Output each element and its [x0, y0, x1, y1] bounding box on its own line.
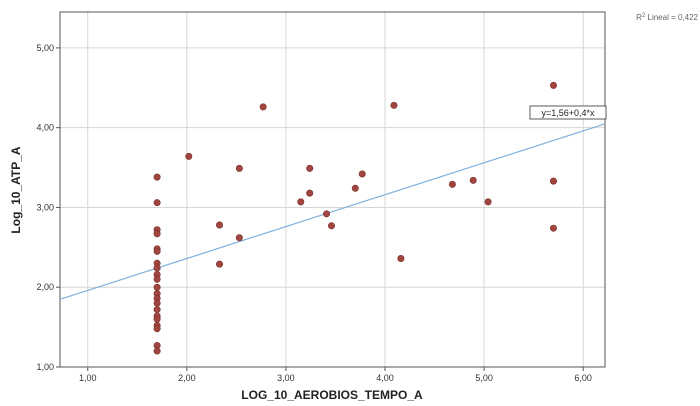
data-point — [306, 164, 314, 172]
data-point — [549, 177, 557, 185]
data-point — [153, 230, 161, 238]
data-point — [153, 275, 161, 283]
y-tick-label: 1,00 — [36, 362, 54, 372]
data-point — [153, 306, 161, 314]
data-point — [153, 199, 161, 207]
x-tick-label: 3,00 — [277, 373, 295, 383]
data-point — [297, 198, 305, 206]
x-axis-ticks: 1,00 2,00 3,00 4,00 5,00 6,00 — [79, 367, 592, 383]
data-point — [448, 180, 456, 188]
x-tick-label: 1,00 — [79, 373, 97, 383]
data-point — [153, 283, 161, 291]
y-axis-ticks: 1,00 2,00 3,00 4,00 5,00 — [36, 43, 60, 372]
data-point — [469, 176, 477, 184]
data-point — [153, 347, 161, 355]
data-point — [153, 173, 161, 181]
data-point — [259, 103, 267, 111]
x-axis-title: LOG_10_AEROBIOS_TEMPO_A — [241, 388, 423, 402]
data-point — [235, 164, 243, 172]
equation-label: y=1,56+0,4*x — [529, 105, 607, 120]
data-point — [216, 260, 224, 268]
data-point — [153, 315, 161, 323]
data-point — [549, 224, 557, 232]
data-point — [153, 299, 161, 307]
data-point — [306, 189, 314, 197]
data-point — [323, 210, 331, 218]
data-points — [153, 81, 557, 355]
data-point — [153, 325, 161, 333]
data-point — [549, 81, 557, 89]
x-tick-label: 5,00 — [475, 373, 493, 383]
x-tick-label: 6,00 — [574, 373, 592, 383]
x-tick-label: 4,00 — [376, 373, 394, 383]
y-tick-label: 2,00 — [36, 282, 54, 292]
data-point — [185, 152, 193, 160]
data-point — [235, 234, 243, 242]
y-tick-label: 5,00 — [36, 43, 54, 53]
data-point — [484, 198, 492, 206]
y-axis-title: Log_10_ATP_A — [9, 146, 23, 233]
data-point — [397, 255, 405, 263]
plot-frame — [59, 11, 606, 368]
data-point — [216, 221, 224, 229]
data-point — [153, 247, 161, 255]
regression-line — [59, 123, 606, 300]
y-tick-label: 4,00 — [36, 123, 54, 133]
data-point — [351, 184, 359, 192]
x-tick-label: 2,00 — [178, 373, 196, 383]
grid-lines — [60, 12, 605, 368]
equation-text: y=1,56+0,4*x — [541, 108, 595, 118]
data-point — [390, 101, 398, 109]
r2-label: R2 Lineal = 0,422 — [636, 13, 698, 22]
data-point — [328, 222, 336, 230]
data-point — [153, 264, 161, 272]
y-tick-label: 3,00 — [36, 202, 54, 212]
data-point — [358, 170, 366, 178]
